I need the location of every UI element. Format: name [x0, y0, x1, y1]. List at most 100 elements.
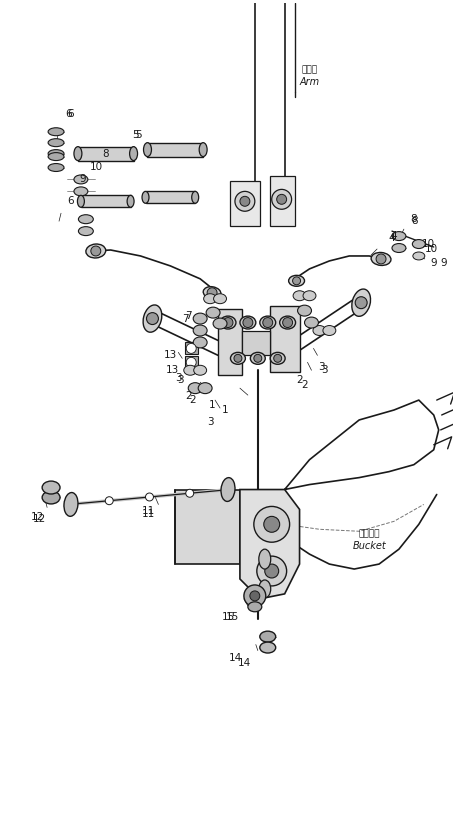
Ellipse shape [74, 187, 88, 196]
Text: 3: 3 [321, 365, 328, 375]
Text: 1: 1 [222, 405, 228, 415]
Circle shape [234, 354, 242, 363]
Ellipse shape [392, 244, 406, 253]
Polygon shape [240, 490, 300, 599]
Ellipse shape [250, 353, 265, 364]
Text: バケット: バケット [358, 529, 380, 539]
Circle shape [223, 317, 233, 328]
Circle shape [264, 516, 280, 532]
Text: 13: 13 [164, 350, 177, 360]
Ellipse shape [129, 147, 138, 160]
Ellipse shape [259, 549, 271, 569]
Text: 12: 12 [33, 515, 46, 525]
Text: 10: 10 [90, 162, 104, 172]
Text: 8: 8 [103, 149, 109, 159]
Ellipse shape [194, 365, 207, 375]
Circle shape [292, 277, 301, 285]
Polygon shape [242, 330, 270, 355]
Ellipse shape [64, 492, 78, 516]
Circle shape [240, 197, 250, 206]
Text: 14: 14 [228, 653, 242, 663]
Bar [78, 147, 133, 160]
Ellipse shape [74, 175, 88, 184]
Text: 5: 5 [132, 130, 139, 140]
Circle shape [243, 317, 253, 328]
Text: 9: 9 [79, 174, 86, 184]
Ellipse shape [74, 147, 82, 160]
Ellipse shape [231, 353, 245, 364]
Text: 15: 15 [225, 612, 239, 622]
Ellipse shape [260, 316, 276, 329]
Ellipse shape [143, 305, 162, 332]
Text: 9: 9 [430, 258, 437, 268]
Text: 3: 3 [207, 417, 213, 427]
Circle shape [186, 489, 194, 497]
Text: 8: 8 [411, 216, 418, 226]
Ellipse shape [79, 226, 94, 235]
Text: 13: 13 [166, 365, 179, 375]
Ellipse shape [352, 289, 370, 316]
Ellipse shape [259, 580, 271, 598]
Text: 7: 7 [185, 311, 192, 320]
Text: Bucket: Bucket [352, 541, 386, 551]
Text: 9: 9 [440, 258, 447, 268]
Circle shape [254, 506, 290, 542]
Circle shape [254, 354, 262, 363]
Circle shape [105, 496, 113, 505]
Text: 5: 5 [135, 130, 142, 140]
Ellipse shape [303, 291, 316, 301]
Circle shape [186, 358, 196, 368]
Ellipse shape [240, 316, 256, 329]
Text: 11: 11 [142, 506, 155, 516]
Ellipse shape [48, 128, 64, 135]
Text: 3: 3 [318, 363, 325, 373]
Ellipse shape [260, 631, 276, 642]
Ellipse shape [392, 231, 406, 240]
Polygon shape [270, 177, 295, 226]
Ellipse shape [193, 313, 207, 324]
Ellipse shape [270, 353, 285, 364]
Circle shape [250, 591, 260, 601]
Text: 12: 12 [30, 512, 44, 522]
Bar [81, 195, 131, 207]
Circle shape [257, 556, 286, 586]
Ellipse shape [48, 150, 64, 158]
Ellipse shape [48, 164, 64, 172]
Ellipse shape [143, 143, 152, 157]
Circle shape [265, 564, 279, 578]
Ellipse shape [213, 318, 227, 329]
Text: 4: 4 [389, 233, 395, 243]
Text: アーム: アーム [301, 65, 317, 74]
Bar [185, 343, 198, 354]
Ellipse shape [86, 244, 106, 258]
Text: 10: 10 [422, 239, 435, 249]
Circle shape [91, 246, 101, 256]
Text: 14: 14 [238, 658, 252, 668]
Ellipse shape [192, 192, 199, 203]
Circle shape [274, 354, 281, 363]
Polygon shape [218, 309, 242, 375]
Ellipse shape [220, 316, 236, 329]
Circle shape [355, 297, 367, 309]
Ellipse shape [221, 477, 235, 501]
Ellipse shape [203, 287, 221, 299]
Circle shape [263, 317, 273, 328]
Text: 2: 2 [296, 375, 303, 385]
Ellipse shape [188, 382, 202, 394]
Circle shape [244, 585, 266, 607]
Ellipse shape [248, 602, 262, 612]
Text: 6: 6 [66, 109, 72, 119]
Text: 1: 1 [209, 400, 215, 410]
Text: 10: 10 [425, 244, 438, 254]
Polygon shape [230, 182, 260, 226]
Ellipse shape [323, 325, 336, 335]
Ellipse shape [142, 192, 149, 203]
Circle shape [207, 287, 217, 297]
Circle shape [147, 312, 158, 325]
Text: 6: 6 [68, 197, 74, 206]
Ellipse shape [42, 491, 60, 504]
Bar [185, 356, 198, 368]
Text: Arm: Arm [300, 77, 320, 87]
Text: 3: 3 [175, 373, 182, 383]
Text: 7: 7 [182, 314, 188, 324]
